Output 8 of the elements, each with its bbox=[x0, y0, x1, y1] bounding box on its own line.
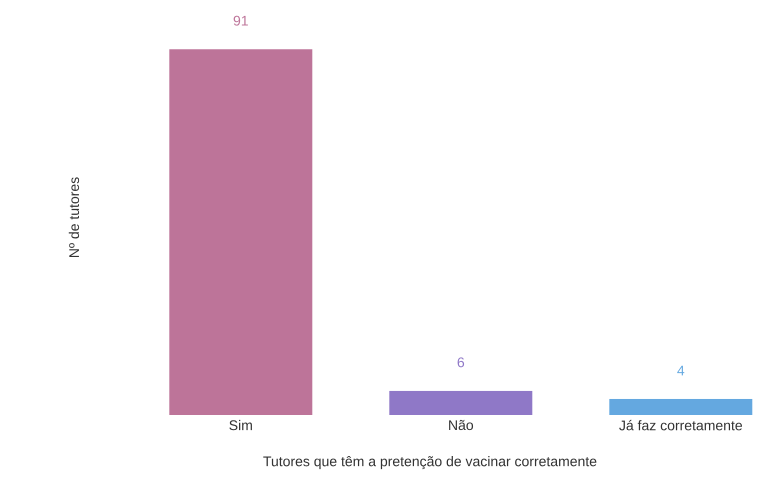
x-axis-title: Tutores que têm a pretenção de vacinar corretamente bbox=[263, 456, 596, 470]
x-tick-label: Sim bbox=[229, 420, 252, 430]
x-tick-label: Não bbox=[449, 420, 474, 430]
data-label: 6 bbox=[458, 357, 464, 368]
data-label: 4 bbox=[677, 366, 684, 376]
x-tick-label: Já faz corretamente bbox=[619, 420, 742, 430]
data-label: 91 bbox=[234, 16, 248, 26]
y-axis-title: Nº de tutores bbox=[68, 177, 80, 258]
